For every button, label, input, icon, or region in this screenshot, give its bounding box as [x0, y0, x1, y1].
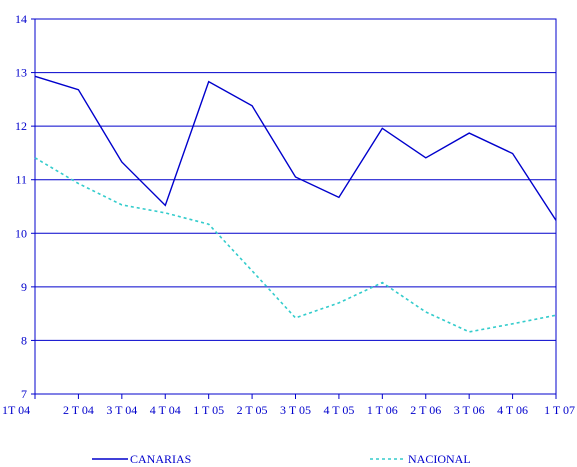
y-tick-label: 11: [15, 173, 27, 187]
series-line-canarias: [34, 75, 557, 221]
x-tick-label: 2 T 05: [237, 403, 268, 417]
x-tick-label: 3 T 04: [106, 403, 137, 417]
x-tick-label: 1T 04: [2, 403, 30, 417]
legend: CANARIAS NACIONAL: [92, 452, 471, 466]
y-tick-label: 14: [15, 12, 27, 26]
gridlines: [35, 72, 556, 341]
x-tick-label: 4 T 04: [150, 403, 181, 417]
legend-label-canarias: CANARIAS: [130, 452, 191, 466]
x-tick-label: 3 T 05: [280, 403, 311, 417]
legend-label-nacional: NACIONAL: [408, 452, 471, 466]
series-lines: [34, 75, 557, 333]
y-tick-label: 8: [21, 333, 27, 347]
y-tick-label: 9: [21, 280, 27, 294]
x-tick-label: 1 T 07: [544, 403, 575, 417]
y-tick-label: 10: [15, 226, 27, 240]
series-line-nacional: [34, 157, 557, 333]
x-tick-label: 4 T 05: [323, 403, 354, 417]
x-tick-label: 1 T 06: [367, 403, 398, 417]
y-tick-label: 12: [15, 119, 27, 133]
x-tick-label: 4 T 06: [497, 403, 528, 417]
x-tick-label: 2 T 06: [410, 403, 441, 417]
x-tick-label: 2 T 04: [63, 403, 94, 417]
x-tick-label: 1 T 05: [193, 403, 224, 417]
x-tick-label: 3 T 06: [454, 403, 485, 417]
axes: 7 8 9 10 11 12 13 14 1T 04 2 T 04 3 T 04 4 T 04 1 T …: [2, 12, 575, 417]
y-tick-label: 7: [21, 387, 27, 401]
plot-area-frame: [34, 18, 557, 395]
y-tick-label: 13: [15, 66, 27, 80]
